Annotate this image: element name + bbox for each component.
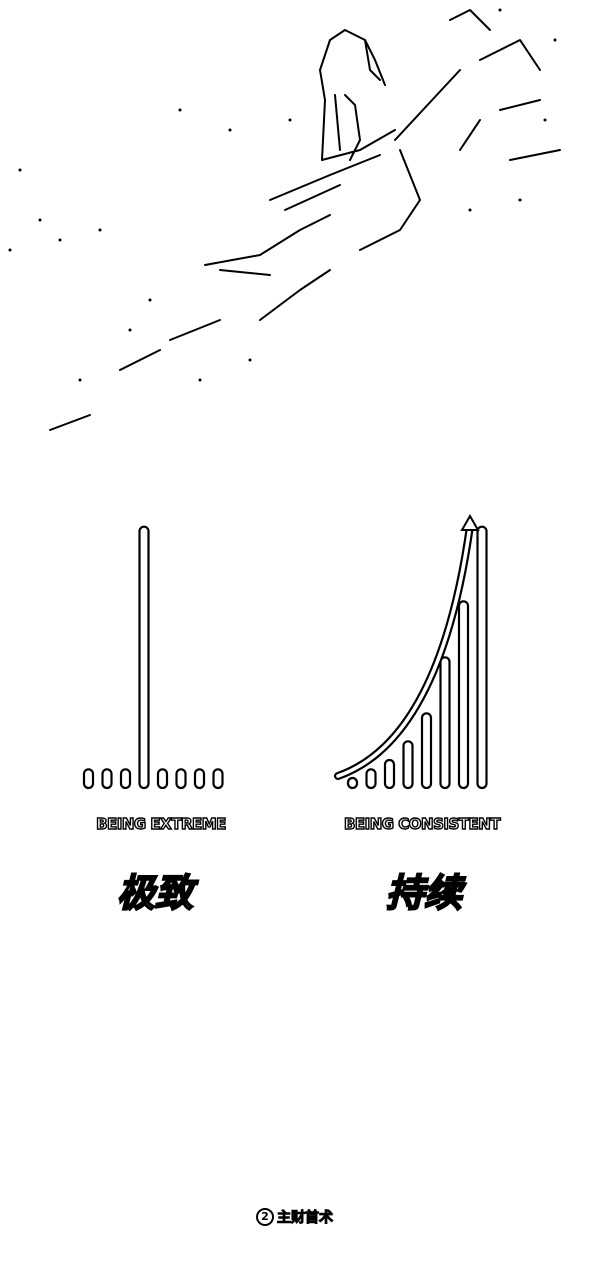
- bar-consistent-5: [439, 656, 451, 790]
- chinese-consistent: 持续: [385, 869, 463, 916]
- rising-curve-arrow: [334, 513, 480, 780]
- bar-consistent-0: [346, 776, 359, 790]
- bar-extreme-7: [212, 768, 224, 790]
- bar-consistent-2: [383, 758, 396, 790]
- bar-extreme-6: [193, 768, 206, 790]
- bar-extreme-2: [119, 768, 132, 790]
- chinese-extreme: 极致: [116, 869, 194, 916]
- bar-extreme-1: [101, 768, 113, 790]
- bar-consistent-3: [402, 740, 414, 790]
- bar-consistent-1: [365, 768, 377, 790]
- footer-text: 主财首术: [277, 1209, 334, 1226]
- label-being-extreme: BEING EXTREME: [95, 814, 227, 833]
- bar-consistent-7: [476, 525, 488, 790]
- bar-extreme-0: [82, 768, 95, 790]
- label-being-consistent: BEING CONSISTENT: [343, 814, 501, 833]
- footer-watermark: 2 主财首术: [0, 1205, 589, 1227]
- bar-consistent-4: [420, 712, 433, 790]
- bar-extreme-5: [175, 768, 187, 790]
- bar-chart-comparison: [82, 513, 488, 790]
- bar-extreme-3: [138, 525, 150, 790]
- hero-skier-sketch: [8, 8, 561, 431]
- bar-extreme-4: [156, 768, 169, 790]
- logo-icon: 2: [256, 1207, 274, 1226]
- bar-consistent-6: [457, 600, 470, 790]
